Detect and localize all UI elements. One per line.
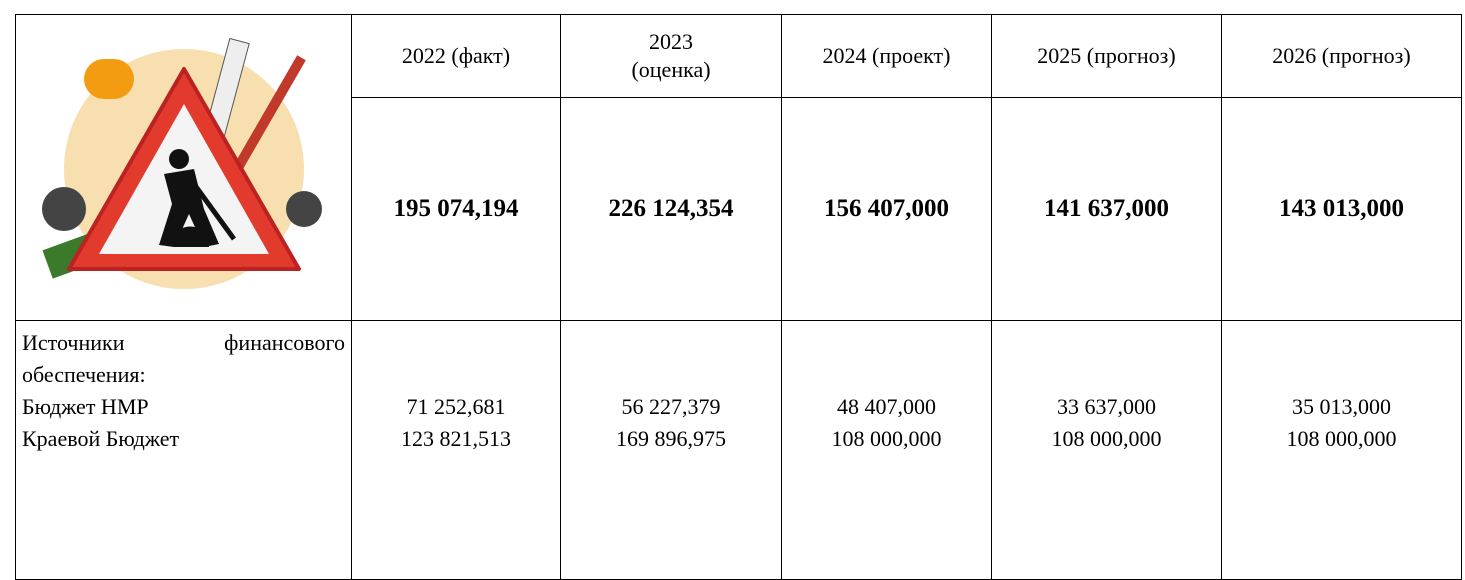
page: {"table":{ "columns":["2022 (факт)","202… [0, 0, 1465, 511]
column-header: 2025 (прогноз) [992, 15, 1222, 98]
road-works-icon [24, 19, 344, 309]
source-value: 169 896,975 [567, 423, 775, 455]
column-header: 2022 (факт) [352, 15, 561, 98]
total-value: 141 637,000 [992, 98, 1222, 321]
source-value: 35 013,000 [1228, 391, 1455, 423]
source-name: Бюджет НМР [22, 391, 345, 423]
sources-cell: Источники финансового обеспечения: Бюдже… [16, 321, 352, 580]
source-value: 108 000,000 [1228, 423, 1455, 455]
source-name: Краевой Бюджет [22, 423, 345, 455]
total-value: 195 074,194 [352, 98, 561, 321]
column-header: 2023 (оценка) [561, 15, 782, 98]
source-value: 108 000,000 [998, 423, 1215, 455]
illustration-cell [16, 15, 352, 321]
source-value: 33 637,000 [998, 391, 1215, 423]
total-value: 226 124,354 [561, 98, 782, 321]
sources-label: Источники финансового обеспечения: [22, 327, 345, 391]
source-value: 48 407,000 [788, 391, 985, 423]
source-value: 56 227,379 [567, 391, 775, 423]
total-value: 143 013,000 [1222, 98, 1462, 321]
total-value: 156 407,000 [782, 98, 992, 321]
header-row: 2022 (факт) 2023 (оценка) 2024 (проект) … [16, 15, 1462, 98]
source-value: 123 821,513 [358, 423, 554, 455]
sources-row: Источники финансового обеспечения: Бюдже… [16, 321, 1462, 580]
column-header: 2024 (проект) [782, 15, 992, 98]
budget-table: 2022 (факт) 2023 (оценка) 2024 (проект) … [15, 14, 1462, 580]
column-header: 2026 (прогноз) [1222, 15, 1462, 98]
source-value: 71 252,681 [358, 391, 554, 423]
source-value: 108 000,000 [788, 423, 985, 455]
